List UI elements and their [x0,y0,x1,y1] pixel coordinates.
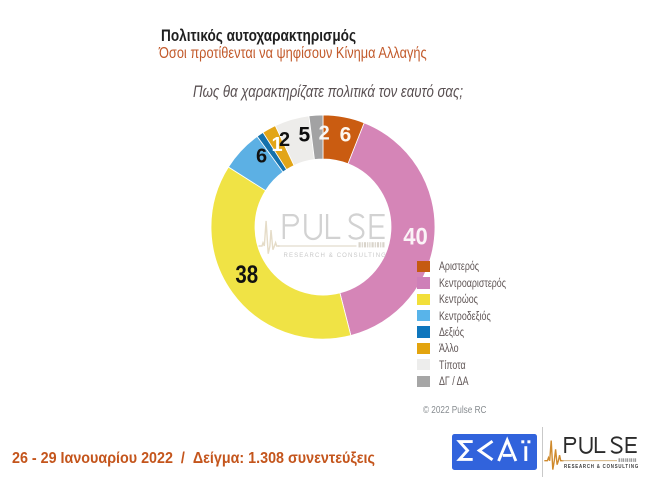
svg-text:6: 6 [340,124,352,147]
svg-text:2: 2 [319,123,330,145]
svg-text:5: 5 [298,124,310,147]
svg-text:RESEARCH & CONSULTING: RESEARCH & CONSULTING [284,252,388,259]
svg-text:6: 6 [256,146,267,168]
svg-text:38: 38 [235,260,258,288]
svg-text:1: 1 [271,134,282,156]
svg-text:40: 40 [403,222,428,249]
svg-text:RESEARCH & CONSULTING: RESEARCH & CONSULTING [564,464,639,470]
svg-text:2: 2 [279,129,290,151]
